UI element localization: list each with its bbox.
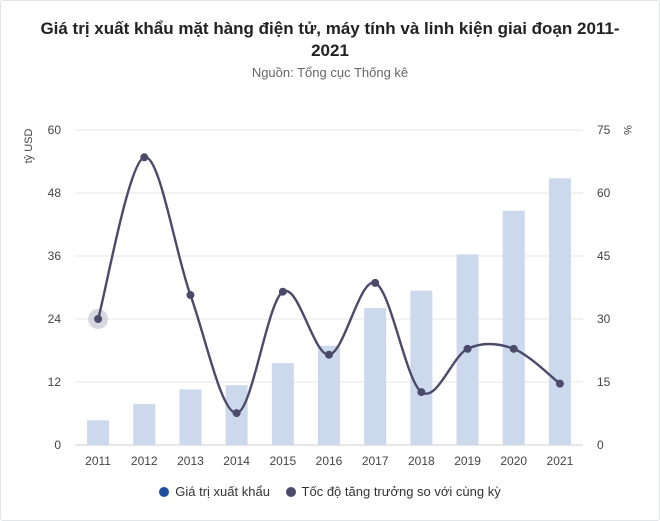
x-tick-label: 2018 (408, 454, 435, 468)
legend-item-bar[interactable]: Giá trị xuất khẩu (159, 484, 270, 499)
bar (87, 420, 110, 445)
y-left-axis-label: tỷ USD (23, 129, 35, 164)
y-right-tick-label: 15 (597, 375, 611, 389)
y-right-tick-label: 0 (597, 438, 604, 452)
x-tick-label: 2012 (131, 454, 158, 468)
legend-item-line[interactable]: Tốc độ tăng trưởng so với cùng kỳ (285, 484, 501, 499)
x-tick-label: 2014 (223, 454, 250, 468)
line-point (463, 344, 472, 353)
x-tick-label: 2015 (269, 454, 296, 468)
legend-label-bar: Giá trị xuất khẩu (175, 484, 270, 499)
line-point (509, 344, 518, 353)
x-tick-label: 2017 (362, 454, 389, 468)
line-point (278, 287, 287, 296)
line-point (140, 153, 149, 162)
bar (502, 210, 525, 445)
y-right-tick-label: 30 (597, 312, 611, 326)
bar (548, 178, 571, 446)
bar (271, 363, 294, 445)
y-right-tick-label: 45 (597, 249, 611, 263)
x-tick-label: 2020 (500, 454, 527, 468)
y-right-tick-label: 60 (597, 186, 611, 200)
line-point (417, 388, 426, 397)
bar (364, 307, 387, 445)
series-line (96, 156, 561, 415)
y-left-tick-label: 36 (48, 249, 62, 263)
x-tick-label: 2021 (547, 454, 574, 468)
y-left-tick-label: 12 (48, 375, 62, 389)
bar (179, 389, 202, 445)
line-point (555, 379, 564, 388)
bar (133, 404, 156, 445)
y-left-tick-label: 48 (48, 186, 62, 200)
line-point (94, 315, 103, 323)
chart-legend: Giá trị xuất khẩu Tốc độ tăng trưởng so … (0, 484, 660, 500)
y-left-tick-label: 60 (48, 123, 62, 137)
y-left-tick-label: 0 (54, 438, 61, 452)
x-tick-label: 2013 (177, 454, 204, 468)
x-tick-label: 2016 (316, 454, 343, 468)
x-tick-label: 2019 (454, 454, 481, 468)
y-left-tick-label: 24 (48, 312, 62, 326)
legend-label-line: Tốc độ tăng trưởng so với cùng kỳ (301, 484, 501, 499)
line-point (325, 350, 333, 359)
line-point (232, 409, 241, 418)
chart-subtitle: Nguồn: Tổng cục Thống kê (251, 65, 409, 80)
x-tick-label: 2011 (85, 454, 111, 468)
chart-title: Giá trị xuất khẩu mặt hàng điện tử, máy … (40, 19, 620, 60)
chart-plot-area: 0 12 24 36 48 60 0 15 30 45 60 75 tỷ USD % 2011 2012 201… (23, 123, 633, 468)
bar (410, 290, 433, 445)
legend-marker-line (285, 486, 296, 497)
legend-marker-bar (159, 486, 170, 497)
y-right-tick-label: 75 (597, 123, 611, 137)
bar (318, 345, 340, 445)
y-right-axis-label: % (621, 125, 633, 135)
line-point (186, 291, 195, 300)
line-point (371, 278, 380, 287)
